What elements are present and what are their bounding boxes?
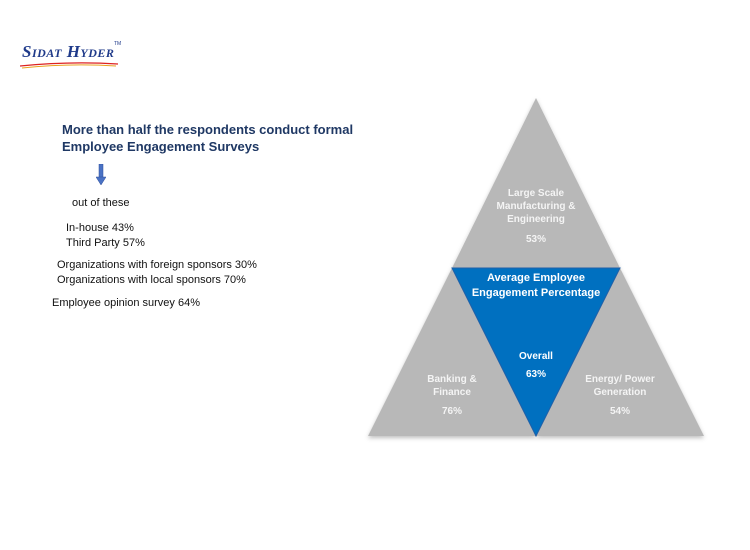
center-label: Overall — [519, 351, 553, 362]
top-label: Large Scale Manufacturing & Engineering — [496, 188, 576, 225]
top-triangle — [452, 98, 620, 268]
center-triangle — [451, 267, 621, 438]
right-label: Energy/ Power Generation — [585, 374, 655, 398]
center-title: Average Employee Engagement Percentage — [471, 272, 601, 299]
left-label: Banking & Finance — [427, 374, 477, 398]
left-value: 76% — [441, 406, 462, 417]
headline: More than half the respondents conduct f… — [62, 122, 354, 154]
opinion-survey-stat: Employee opinion survey 64% — [52, 297, 200, 309]
down-arrow-icon — [96, 164, 106, 186]
top-value: 53% — [525, 234, 546, 245]
out-of-these-text: out of these — [72, 197, 130, 209]
foreign-sponsors-stat: Organizations with foreign sponsors 30% — [57, 259, 257, 271]
trademark-mark: TM — [114, 41, 122, 47]
right-triangle — [536, 268, 704, 436]
in-house-stat: In-house 43% — [66, 222, 134, 234]
third-party-stat: Third Party 57% — [66, 237, 145, 249]
local-sponsors-stat: Organizations with local sponsors 70% — [57, 274, 246, 286]
logo-swoosh-icon — [20, 62, 119, 69]
center-value: 63% — [525, 369, 546, 380]
company-logo: Sidat Hyder — [22, 42, 115, 61]
right-value: 54% — [609, 406, 630, 417]
left-triangle — [368, 268, 536, 436]
